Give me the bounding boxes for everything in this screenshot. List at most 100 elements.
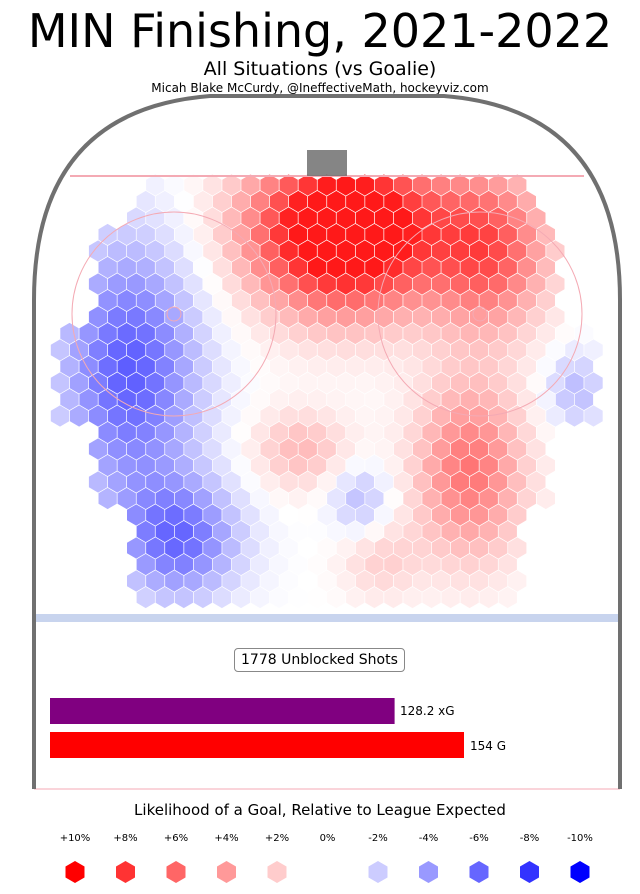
hexbin-cell xyxy=(222,339,241,361)
hexbin-cell xyxy=(136,355,155,378)
hexbin-cell xyxy=(203,339,222,361)
hexbin-cell xyxy=(536,256,555,279)
hexbin-cell xyxy=(184,306,203,328)
hexbin-cell xyxy=(250,421,270,444)
hexbin-cell xyxy=(479,553,498,576)
hexbin-cell xyxy=(308,520,327,543)
hexbin-cell xyxy=(98,322,117,345)
hexbin-cell xyxy=(365,223,384,246)
hexbin-cell xyxy=(498,421,517,444)
hexbin-cell xyxy=(136,421,155,444)
hexbin-cell xyxy=(212,487,232,510)
hexbin-cell xyxy=(222,174,241,196)
hexbin-cell xyxy=(146,240,165,262)
legend-swatch xyxy=(116,861,135,883)
hexbin-cell xyxy=(441,421,460,444)
hexbin-cell xyxy=(117,454,136,477)
hexbin-cell xyxy=(260,207,279,229)
hexbin-cell xyxy=(365,487,384,510)
hexbin-cell xyxy=(393,405,413,427)
hexbin-cell xyxy=(184,273,203,295)
hexbin-cell xyxy=(212,520,232,543)
hexbin-cell xyxy=(479,421,498,444)
hexbin-cell xyxy=(260,174,279,196)
hexbin-cell xyxy=(346,520,365,543)
hexbin-cell xyxy=(317,537,336,559)
hexbin-cell xyxy=(508,504,527,526)
hexbin-cell xyxy=(508,570,527,592)
hexbin-cell xyxy=(193,289,213,312)
hexbin-cell xyxy=(470,207,489,229)
hexbin-cell xyxy=(355,570,374,592)
hexbin-cell xyxy=(241,405,260,427)
hexbin-cell xyxy=(517,421,536,444)
hexbin-cell xyxy=(269,388,289,411)
hexbin-cell xyxy=(127,273,146,295)
hexbin-cell xyxy=(536,454,555,477)
hexbin-cell xyxy=(98,421,117,444)
hexbin-cell xyxy=(250,454,270,477)
hexbin-cell xyxy=(241,240,260,262)
hexbin-cell xyxy=(308,190,327,213)
hexbin-cell xyxy=(498,454,517,477)
hexbin-cell xyxy=(174,487,193,510)
hexbin-cell xyxy=(412,240,432,262)
xg-bar xyxy=(50,698,395,724)
hexbin-cell xyxy=(403,289,422,312)
hexbin-cell xyxy=(584,405,603,427)
hexbin-cell xyxy=(441,289,460,312)
hexbin-cell xyxy=(450,240,470,262)
hexbin-cell xyxy=(308,256,327,279)
hexbin-cell xyxy=(146,471,165,493)
hexbin-cell xyxy=(298,339,317,361)
hexbin-cell xyxy=(269,553,289,576)
hexbin-cell xyxy=(336,306,355,328)
legend-swatch xyxy=(368,861,388,883)
hexbin-cell xyxy=(355,405,374,427)
hexbin-cell xyxy=(422,520,441,543)
hexbin-cell xyxy=(165,537,184,559)
hexbin-cell xyxy=(508,438,527,460)
hexbin-cell xyxy=(88,306,108,328)
hexbin-cell xyxy=(222,240,241,262)
hexbin-cell xyxy=(146,570,165,592)
hexbin-cell xyxy=(565,339,584,361)
hexbin-cell xyxy=(384,553,403,576)
hexbin-cell xyxy=(498,223,517,246)
hexbin-cell xyxy=(165,471,184,493)
hexbin-cell xyxy=(260,570,279,592)
hexbin-cell xyxy=(174,553,193,576)
hexbin-cell xyxy=(450,471,470,493)
hexbin-cell xyxy=(231,355,251,378)
hexbin-cell xyxy=(136,553,155,576)
hexbin-cell xyxy=(384,355,403,378)
hexbin-cell xyxy=(184,207,203,229)
hexbin-cell xyxy=(393,240,413,262)
hexbin-cell xyxy=(165,273,184,295)
hexbin-cell xyxy=(508,339,527,361)
hexbin-cell xyxy=(203,438,222,460)
hexbin-cell xyxy=(193,322,213,345)
hexbin-cell xyxy=(517,355,536,378)
hexbin-cell xyxy=(450,372,470,394)
hexbin-cell xyxy=(460,322,479,345)
hexbin-cell xyxy=(450,438,470,460)
hexbin-cell xyxy=(117,487,136,510)
hexbin-cell xyxy=(527,273,546,295)
hexbin-cell xyxy=(127,240,146,262)
hexbin-cell xyxy=(279,471,298,493)
hexbin-cell xyxy=(127,438,146,460)
xg-bar-label: 128.2 xG xyxy=(400,704,455,718)
hexbin-cell xyxy=(365,355,384,378)
hexbin-cell xyxy=(136,289,155,312)
hexbin-cell xyxy=(269,487,289,510)
hexbin-cell xyxy=(108,306,127,328)
hexbin-cell xyxy=(165,339,184,361)
hexbin-cell xyxy=(412,504,432,526)
hexbin-cell xyxy=(108,240,127,262)
hexbin-cell xyxy=(98,289,117,312)
hexbin-cell xyxy=(117,223,136,246)
hexbin-cell xyxy=(117,289,136,312)
hexbin-cell xyxy=(403,553,422,576)
hexbin-cell xyxy=(517,388,536,411)
